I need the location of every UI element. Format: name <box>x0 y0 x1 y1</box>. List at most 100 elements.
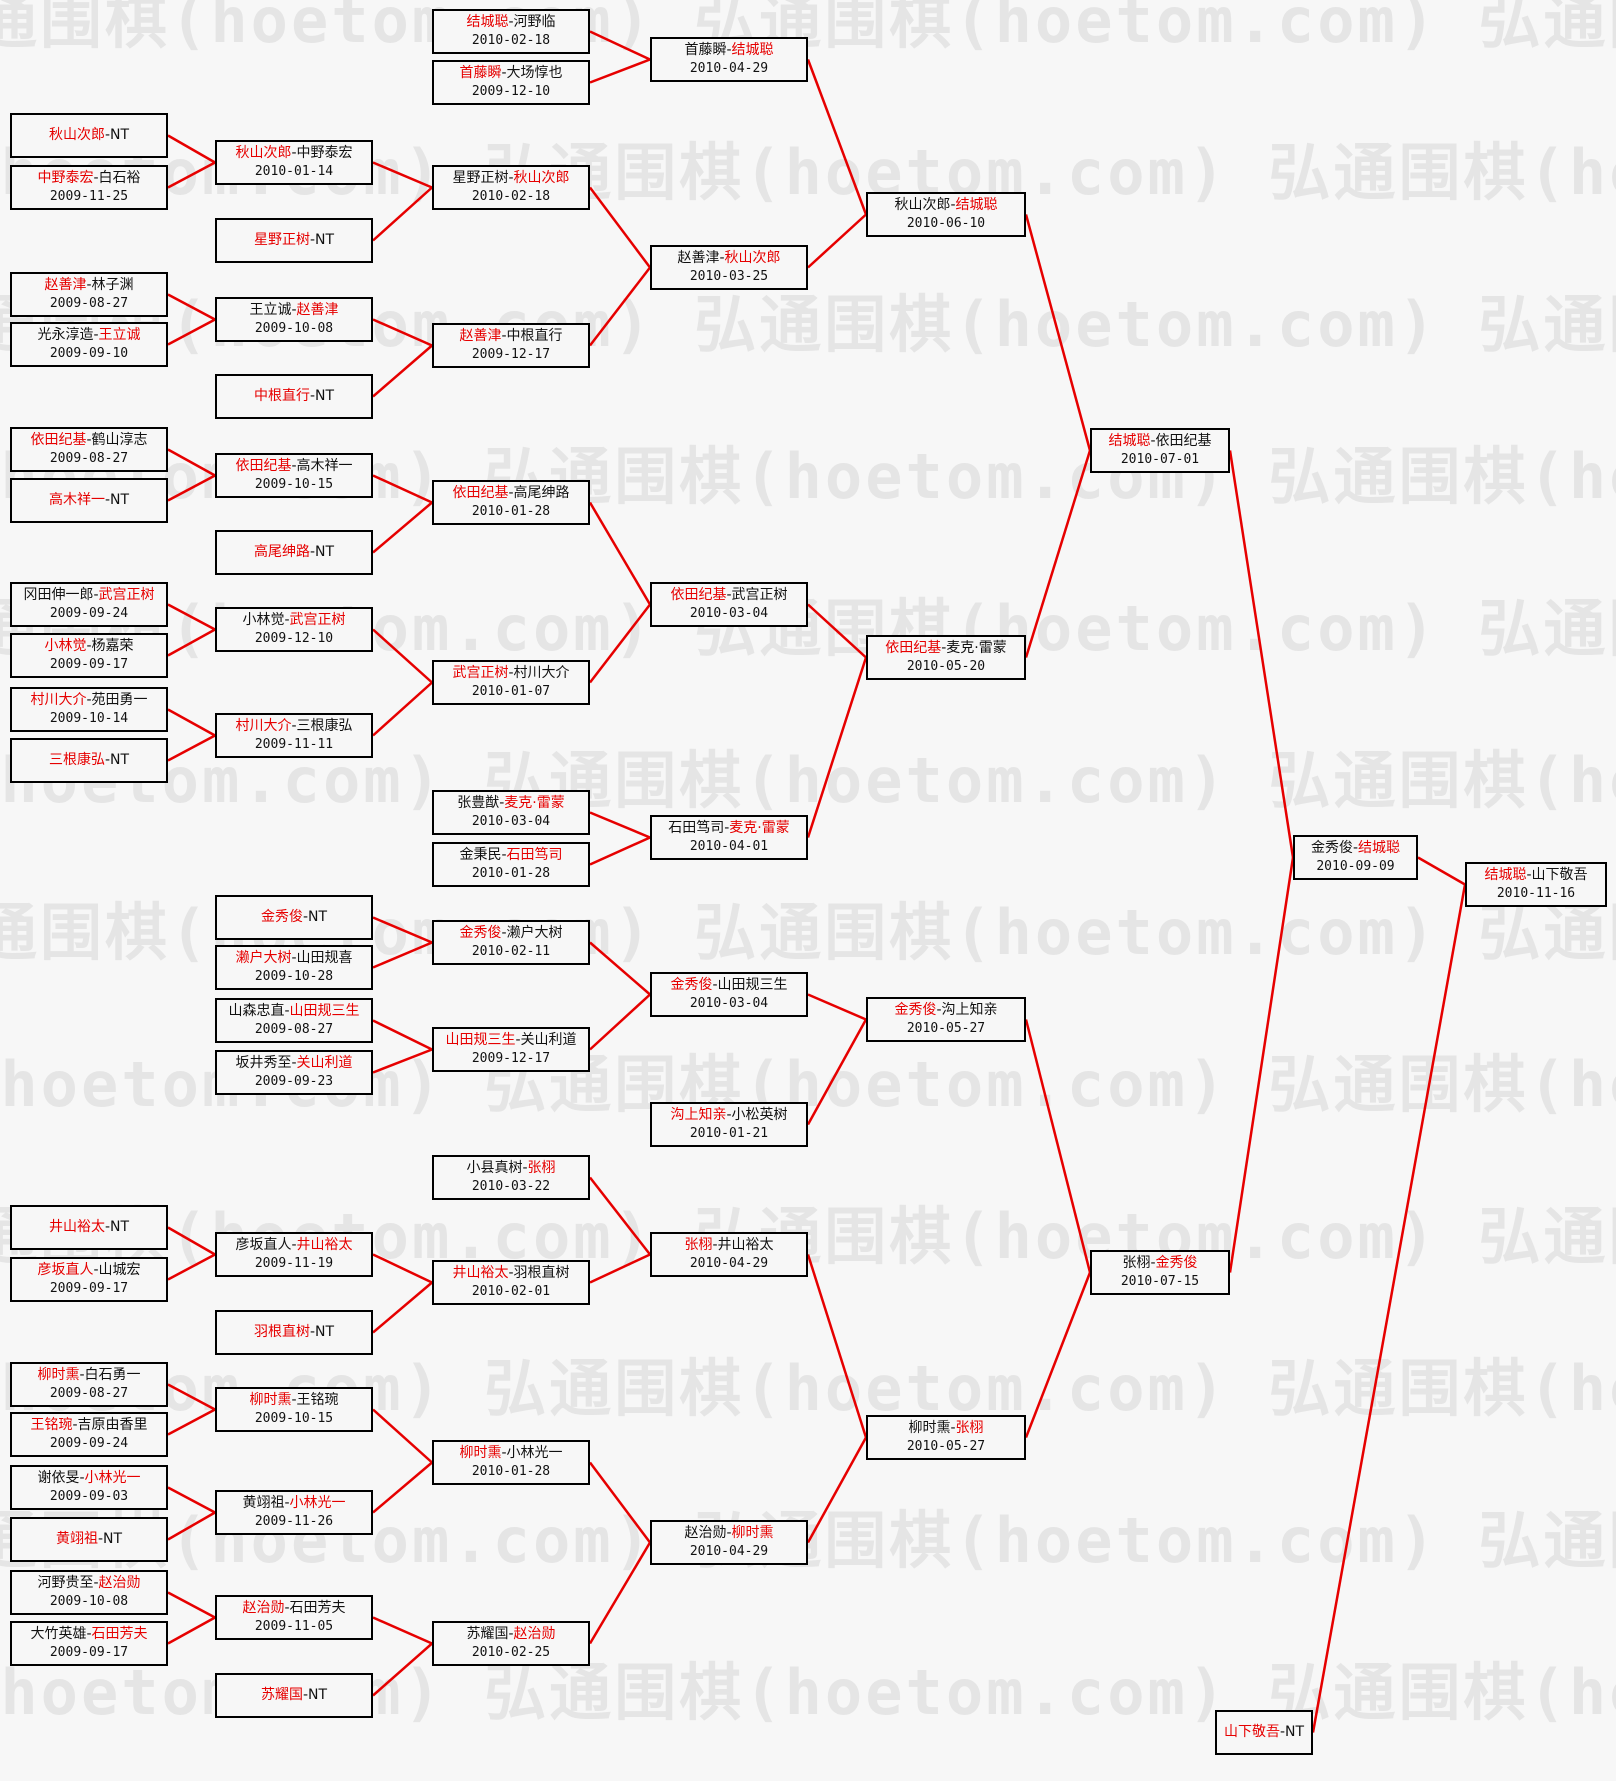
connector-line <box>372 474 433 504</box>
connector-line <box>589 186 651 269</box>
match-date: 2009-10-14 <box>49 710 129 726</box>
match-date: 2010-04-29 <box>689 1255 769 1271</box>
match-date: 2010-01-28 <box>471 865 551 881</box>
match-date: 2009-10-15 <box>254 476 334 492</box>
match-date: 2010-07-01 <box>1120 451 1200 467</box>
match-box-A2: 中野泰宏-白石裕 2009-11-25 <box>10 165 168 210</box>
connector-line <box>372 1642 433 1697</box>
match-date: 2009-12-17 <box>471 346 551 362</box>
connector-line <box>588 1541 652 1645</box>
connector-line <box>372 1019 433 1051</box>
connector-line <box>167 1408 216 1436</box>
match-box-C13b: 柳时熏-小林光一 2010-01-28 <box>432 1440 590 1485</box>
match-box-E3: 金秀俊-沟上知亲 2010-05-27 <box>866 997 1026 1042</box>
match-box-B5: 依田纪基-高木祥一 2009-10-15 <box>215 453 373 498</box>
connector-line <box>806 1018 868 1126</box>
match-box-C6b: 武宫正树-村川大介 2010-01-07 <box>432 660 590 705</box>
match-players: 黄翊祖-小林光一 <box>242 1495 346 1512</box>
connector-line <box>167 603 216 631</box>
match-box-A15: 谢依旻-小林光一 2009-09-03 <box>10 1465 168 1510</box>
match-box-B3: 王立诚-赵善津 2009-10-08 <box>215 297 373 342</box>
match-date: 2010-01-14 <box>254 163 334 179</box>
match-players: 井山裕太-NT <box>48 1218 130 1235</box>
match-date: 2010-04-29 <box>689 1543 769 1559</box>
connector-line <box>372 628 433 684</box>
match-date: 2009-09-17 <box>49 656 129 672</box>
match-players: 依田纪基-武宫正树 <box>670 587 788 604</box>
match-box-B17: 赵治勋-石田芳夫 2009-11-05 <box>215 1595 373 1640</box>
match-box-A7: 冈田伸一郎-武宫正树 2009-09-24 <box>10 582 168 627</box>
connector-line <box>1024 450 1092 658</box>
match-date: 2010-01-28 <box>471 1463 551 1479</box>
connector-line <box>167 1253 216 1281</box>
match-box-D1: 首藤瞬-结城聪 2010-04-29 <box>650 37 808 82</box>
connector-line <box>167 134 216 164</box>
match-date: 2009-10-28 <box>254 968 334 984</box>
match-date: 2010-07-15 <box>1120 1273 1200 1289</box>
match-date: 2009-11-25 <box>49 188 129 204</box>
connector-line <box>167 318 216 346</box>
match-box-C7b: 张豊猷-麦克·雷蒙 2010-03-04 <box>432 790 590 835</box>
match-date: 2009-11-05 <box>254 1618 334 1634</box>
match-box-A6: 高木祥一-NT <box>10 478 168 523</box>
match-players: 苏耀国-赵治勋 <box>466 1626 556 1643</box>
match-players: 小县真树-张栩 <box>466 1160 556 1177</box>
match-date: 2009-09-03 <box>49 1488 129 1504</box>
match-players: 依田纪基-高木祥一 <box>235 458 353 475</box>
match-players: 村川大介-苑田勇一 <box>30 692 148 709</box>
match-box-B7: 小林觉-武宫正树 2009-12-10 <box>215 607 373 652</box>
connector-line <box>1311 884 1467 1733</box>
match-players: 金秉民-石田笃司 <box>459 847 563 864</box>
match-box-C9b: 金秀俊-濑户大树 2010-02-11 <box>432 920 590 965</box>
match-players: 金秀俊-山田规三生 <box>670 977 788 994</box>
match-box-B14: 羽根直树-NT <box>215 1310 373 1355</box>
match-box-B16: 黄翊祖-小林光一 2009-11-26 <box>215 1490 373 1535</box>
match-date: 2009-12-10 <box>471 83 551 99</box>
match-box-D7: 张栩-井山裕太 2010-04-29 <box>650 1232 808 1277</box>
match-players: 大竹英雄-石田芳夫 <box>30 1626 148 1643</box>
match-players: 光永淳造-王立诚 <box>37 327 141 344</box>
connector-line <box>589 836 651 866</box>
connector-line <box>589 603 651 684</box>
match-players: 沟上知亲-小松英树 <box>670 1107 788 1124</box>
match-date: 2010-02-01 <box>471 1283 551 1299</box>
match-players: 坂井秀至-关山利道 <box>235 1055 353 1072</box>
connector-line <box>807 213 867 269</box>
match-players: 张栩-井山裕太 <box>684 1237 774 1254</box>
match-box-B12: 坂井秀至-关山利道 2009-09-23 <box>215 1050 373 1095</box>
connector-line <box>372 1253 433 1284</box>
match-players: 赵善津-秋山次郎 <box>677 250 781 267</box>
connector-line <box>167 474 216 502</box>
connector-line <box>1417 856 1466 886</box>
connector-line <box>806 1436 868 1544</box>
match-box-C11b: 小县真树-张栩 2010-03-22 <box>432 1155 590 1200</box>
connector-line <box>806 1254 868 1438</box>
match-box-I1: 山下敬吾-NT <box>1215 1710 1313 1755</box>
connector-line <box>372 1408 433 1464</box>
match-date: 2010-01-07 <box>471 683 551 699</box>
match-date: 2010-05-20 <box>906 658 986 674</box>
match-players: 秋山次郎-NT <box>48 126 130 143</box>
connector-line <box>167 161 216 189</box>
connector-line <box>372 186 433 242</box>
match-players: 柳时熏-白石勇一 <box>37 1367 141 1384</box>
match-date: 2009-09-23 <box>254 1073 334 1089</box>
match-players: 张栩-金秀俊 <box>1122 1255 1198 1272</box>
match-box-C4b: 赵善津-中根直行 2009-12-17 <box>432 323 590 368</box>
connector-line <box>1024 1272 1092 1438</box>
connector-line <box>167 1511 216 1541</box>
match-box-A12: 彦坂直人-山城宏 2009-09-17 <box>10 1257 168 1302</box>
match-date: 2010-02-11 <box>471 943 551 959</box>
match-box-B15: 柳时熏-王铭琬 2009-10-15 <box>215 1387 373 1432</box>
match-box-D5: 金秀俊-山田规三生 2010-03-04 <box>650 972 808 1017</box>
match-players: 高尾绅路-NT <box>253 543 335 560</box>
match-players: 柳时熏-王铭琬 <box>249 1392 339 1409</box>
match-players: 高木祥一-NT <box>48 491 130 508</box>
match-box-A3: 赵善津-林子渊 2009-08-27 <box>10 272 168 317</box>
connector-line <box>372 318 433 347</box>
match-date: 2009-08-27 <box>49 295 129 311</box>
connector-line <box>372 161 433 189</box>
match-players: 山森忠直-山田规三生 <box>228 1003 360 1020</box>
match-date: 2010-02-25 <box>471 1644 551 1660</box>
